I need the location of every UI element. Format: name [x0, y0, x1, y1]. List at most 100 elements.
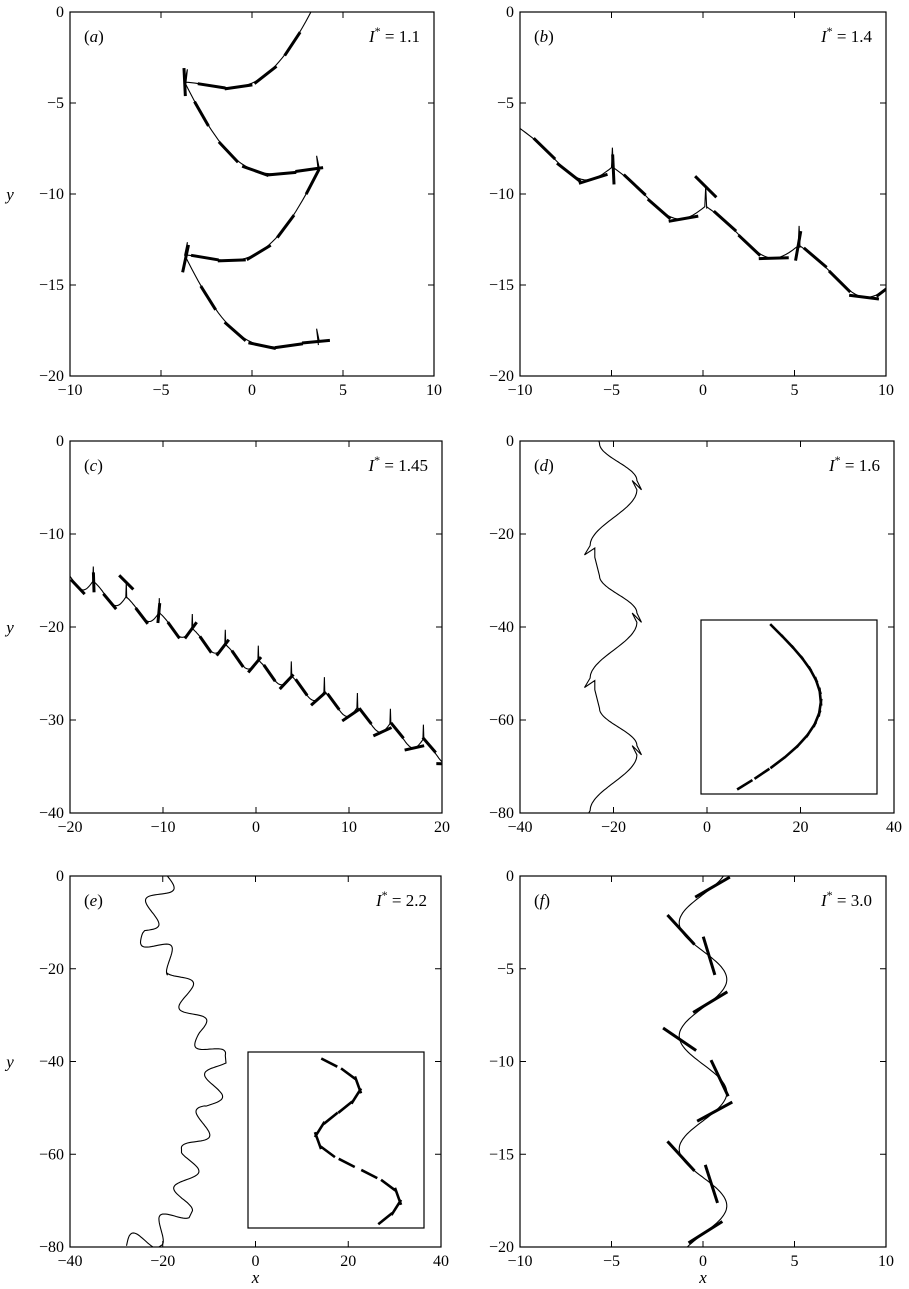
- x-axis-label: x: [251, 1268, 260, 1287]
- y-tick-label: −20: [39, 961, 64, 978]
- y-tick-label: −30: [39, 712, 64, 729]
- body-segment: [193, 100, 210, 127]
- y-tick-label: −80: [489, 805, 514, 822]
- x-tick-label: 5: [791, 1253, 799, 1270]
- inset-body-segment: [337, 1100, 354, 1114]
- body-segment: [875, 287, 886, 298]
- body-segment: [372, 726, 393, 738]
- body-segment: [278, 673, 295, 691]
- x-tick-label: 40: [886, 819, 902, 836]
- y-tick-label: −5: [497, 961, 514, 978]
- inset-body-segment: [350, 1087, 363, 1105]
- x-tick-label: 10: [878, 382, 894, 399]
- trajectory-line: [125, 876, 227, 1247]
- x-tick-label: −20: [601, 819, 626, 836]
- body-segment: [198, 635, 213, 654]
- body-segment: [358, 707, 373, 725]
- body-segment: [268, 170, 297, 177]
- body-segment: [197, 82, 226, 90]
- inset-body-segment: [320, 1057, 338, 1068]
- trajectory-group: [125, 876, 227, 1247]
- body-segment: [245, 243, 272, 262]
- body-segment: [190, 253, 219, 262]
- y-axis-label: y: [4, 1053, 14, 1072]
- y-tick-label: −5: [497, 95, 514, 112]
- body-segment: [224, 83, 253, 91]
- y-tick-label: 0: [506, 868, 514, 885]
- body-segment: [794, 230, 803, 261]
- panel-b: −10 −5 0 5 10 0 −5 −10 −15 −20 (b) I* = 1.4: [489, 4, 894, 399]
- body-segment: [341, 708, 360, 723]
- body-segment: [182, 68, 187, 97]
- panel-label: (d): [534, 456, 554, 475]
- body-segment: [301, 338, 331, 345]
- parameter-label: I* = 1.1: [368, 24, 420, 46]
- body-segment: [758, 256, 789, 261]
- x-tick-label: 20: [340, 1253, 356, 1270]
- x-tick-label: −20: [150, 1253, 175, 1270]
- body-segment: [404, 744, 425, 752]
- body-segment: [696, 1100, 733, 1123]
- body-segment: [253, 65, 278, 85]
- body-segment: [215, 638, 230, 657]
- body-segment: [848, 293, 880, 301]
- body-segment: [217, 140, 240, 164]
- axes-frame: [519, 875, 887, 1248]
- body-segment: [668, 214, 699, 223]
- x-tick-label: −40: [507, 819, 532, 836]
- body-segment: [217, 258, 246, 263]
- body-segment: [70, 578, 86, 596]
- inset-body-segment: [338, 1157, 356, 1169]
- panel-c: −20 −10 0 10 20 0 −10 −20 −30 −40 y (c) I* = 1.45: [4, 433, 450, 836]
- x-tick-label: 5: [339, 382, 347, 399]
- x-tick-label: 20: [434, 819, 450, 836]
- inset-body-segment: [795, 733, 810, 749]
- y-tick-label: −15: [489, 277, 514, 294]
- body-segment: [701, 936, 717, 976]
- x-axis-label: x: [698, 1268, 707, 1287]
- body-segment: [694, 175, 718, 199]
- body-segment: [295, 166, 324, 173]
- y-tick-label: −10: [489, 1054, 514, 1071]
- y-tick-label: −20: [489, 368, 514, 385]
- x-tick-label: 0: [699, 1253, 707, 1270]
- parameter-label: I* = 3.0: [820, 888, 872, 910]
- y-tick-label: −15: [39, 277, 64, 294]
- body-segment: [389, 721, 405, 740]
- panel-label: (f): [534, 891, 550, 910]
- y-tick-label: −20: [39, 619, 64, 636]
- x-tick-label: 0: [699, 382, 707, 399]
- trajectory-group: [662, 876, 733, 1247]
- inset-body-segment: [322, 1111, 339, 1125]
- x-tick-label: 10: [426, 382, 442, 399]
- y-tick-label: −5: [47, 95, 64, 112]
- body-segment: [199, 285, 217, 311]
- inset-body-segment: [360, 1168, 378, 1180]
- x-tick-label: 10: [341, 819, 357, 836]
- x-tick-label: −10: [150, 819, 175, 836]
- inset-body-segment: [377, 1211, 394, 1226]
- x-tick-label: 5: [791, 382, 799, 399]
- body-segment: [687, 1220, 724, 1245]
- parameter-label: I* = 1.4: [820, 24, 873, 46]
- body-segment: [118, 574, 135, 591]
- inset-frame: [247, 1051, 425, 1229]
- inset-segments: [313, 1057, 403, 1226]
- body-segment: [223, 321, 247, 342]
- x-tick-label: −10: [57, 382, 82, 399]
- y-tick-label: −60: [489, 712, 514, 729]
- inset-body-segment: [313, 1131, 323, 1150]
- inset-body-segment: [736, 778, 754, 791]
- body-segment: [827, 269, 852, 294]
- inset-frame: [700, 619, 878, 795]
- body-segment: [692, 990, 729, 1014]
- inset-segments: [736, 623, 823, 791]
- body-segment: [310, 690, 328, 707]
- body-segment: [294, 678, 309, 697]
- trajectory-group: [584, 441, 642, 813]
- y-tick-label: −20: [39, 368, 64, 385]
- panel-f: −10 −5 0 5 10 0 −5 −10 −15 −20 x (f) I* = 3.0: [489, 868, 894, 1287]
- inset-body-segment: [340, 1067, 357, 1081]
- body-segment: [156, 602, 162, 624]
- trajectory-group: [181, 12, 331, 350]
